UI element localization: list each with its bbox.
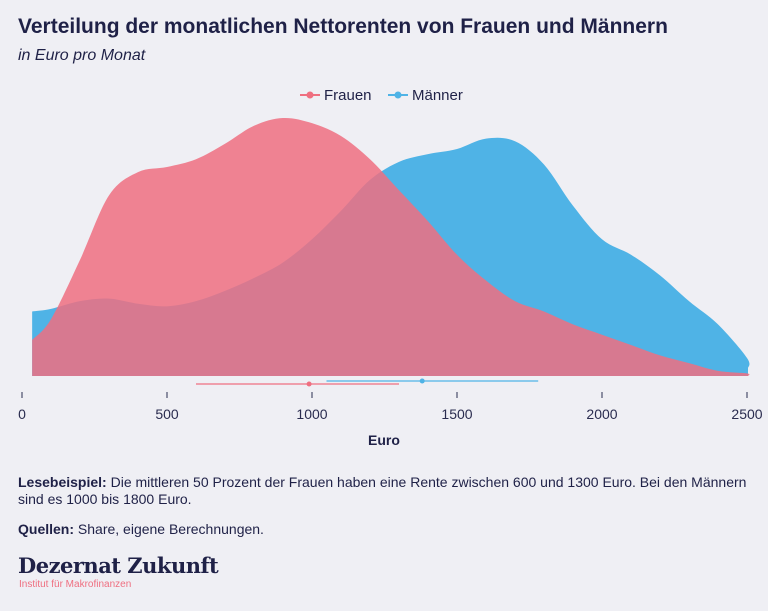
x-axis: 0 500 1000 1500 2000 2500 [18,392,763,422]
reading-example: Lesebeispiel: Die mittleren 50 Prozent d… [18,474,763,508]
x-axis-label: Euro [368,432,400,448]
legend: Frauen Männer [300,87,463,104]
legend-marker-maenner [394,91,402,99]
x-tick-label: 2000 [586,406,617,422]
footer: Lesebeispiel: Die mittleren 50 Prozent d… [18,474,763,591]
x-tick-label: 0 [18,406,26,422]
x-tick-label: 500 [155,406,179,422]
density-chart: Frauen Männer 0 500 1000 1500 2000 2500 Euro [18,87,763,448]
legend-item-frauen: Frauen [300,87,372,104]
density-areas [32,117,750,376]
density-area-frauen [32,117,750,376]
sources: Quellen: Share, eigene Berechnungen. [18,521,763,538]
x-tick-label: 1000 [296,406,327,422]
chart-subtitle: in Euro pro Monat [18,47,146,64]
logo-tagline: Institut für Makrofinanzen [19,579,132,590]
sources-label: Quellen: [18,521,75,537]
legend-label-maenner: Männer [412,87,463,104]
legend-item-maenner: Männer [388,87,463,104]
sources-text: Share, eigene Berechnungen. [74,521,264,537]
interval-bars [196,378,539,387]
legend-label-frauen: Frauen [324,87,372,104]
logo: Dezernat Zukunft [18,553,219,578]
reading-example-label: Lesebeispiel: [18,474,107,490]
x-tick-label: 2500 [731,406,762,422]
median-point-frauen [306,381,312,387]
x-tick-label: 1500 [441,406,472,422]
legend-marker-frauen [306,91,314,99]
chart-title: Verteilung der monatlichen Nettorenten v… [18,15,668,38]
median-point-maenner [419,378,425,384]
reading-example-text: Die mittleren 50 Prozent der Frauen habe… [18,474,747,507]
